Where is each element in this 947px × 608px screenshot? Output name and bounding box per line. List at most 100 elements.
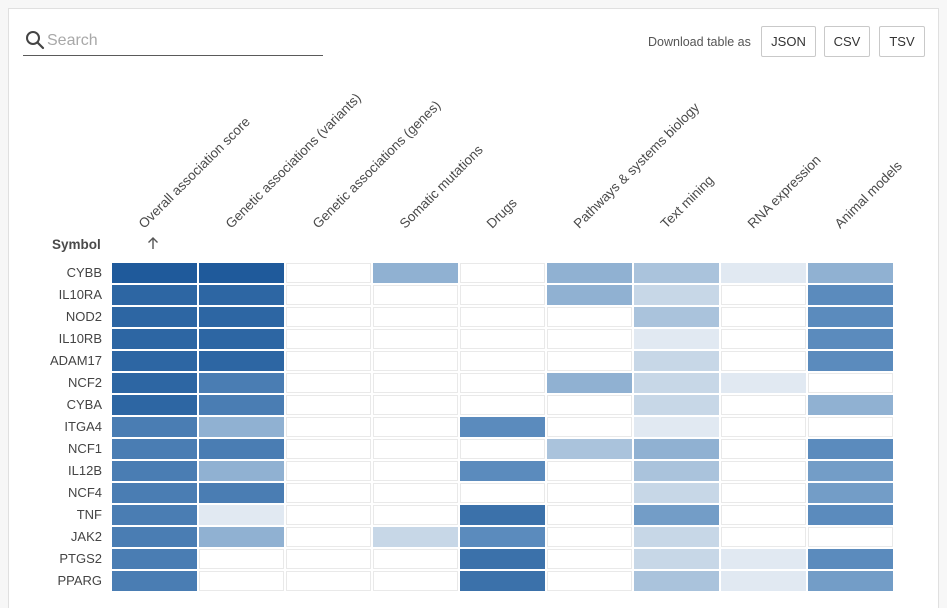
heatmap-cell-drugs[interactable] [460,483,545,503]
heatmap-cell-genetic-variants[interactable] [199,417,284,437]
arrow-up-icon[interactable] [146,236,160,250]
heatmap-cell-rna-expression[interactable] [721,373,806,393]
heatmap-cell-pathways[interactable] [547,395,632,415]
heatmap-cell-genetic-variants[interactable] [199,263,284,283]
heatmap-cell-genetic-variants[interactable] [199,329,284,349]
heatmap-cell-genetic-genes[interactable] [286,263,371,283]
heatmap-cell-rna-expression[interactable] [721,417,806,437]
heatmap-cell-rna-expression[interactable] [721,285,806,305]
heatmap-cell-drugs[interactable] [460,307,545,327]
heatmap-cell-drugs[interactable] [460,395,545,415]
heatmap-cell-pathways[interactable] [547,417,632,437]
heatmap-cell-overall-score[interactable] [112,483,197,503]
heatmap-cell-animal-models[interactable] [808,351,893,371]
heatmap-cell-genetic-variants[interactable] [199,307,284,327]
search-input[interactable] [47,29,317,53]
heatmap-cell-overall-score[interactable] [112,373,197,393]
heatmap-cell-pathways[interactable] [547,483,632,503]
heatmap-cell-rna-expression[interactable] [721,571,806,591]
heatmap-cell-somatic-mutations[interactable] [373,285,458,305]
heatmap-cell-genetic-genes[interactable] [286,439,371,459]
heatmap-cell-genetic-genes[interactable] [286,395,371,415]
heatmap-cell-somatic-mutations[interactable] [373,527,458,547]
row-symbol-label[interactable]: TNF [76,507,102,522]
heatmap-cell-genetic-genes[interactable] [286,461,371,481]
heatmap-cell-overall-score[interactable] [112,527,197,547]
heatmap-cell-pathways[interactable] [547,329,632,349]
heatmap-cell-genetic-variants[interactable] [199,571,284,591]
heatmap-cell-overall-score[interactable] [112,285,197,305]
heatmap-cell-genetic-variants[interactable] [199,461,284,481]
heatmap-cell-drugs[interactable] [460,549,545,569]
heatmap-cell-genetic-genes[interactable] [286,527,371,547]
heatmap-cell-genetic-variants[interactable] [199,351,284,371]
heatmap-cell-text-mining[interactable] [634,351,719,371]
heatmap-cell-somatic-mutations[interactable] [373,505,458,525]
heatmap-cell-overall-score[interactable] [112,329,197,349]
heatmap-cell-genetic-genes[interactable] [286,285,371,305]
heatmap-cell-pathways[interactable] [547,439,632,459]
row-symbol-label[interactable]: PPARG [57,573,102,588]
heatmap-cell-text-mining[interactable] [634,461,719,481]
heatmap-cell-rna-expression[interactable] [721,549,806,569]
heatmap-cell-genetic-genes[interactable] [286,373,371,393]
heatmap-cell-pathways[interactable] [547,285,632,305]
row-symbol-label[interactable]: IL10RA [58,287,102,302]
heatmap-cell-genetic-genes[interactable] [286,483,371,503]
download-json-button[interactable]: JSON [761,26,816,57]
heatmap-cell-genetic-genes[interactable] [286,307,371,327]
row-symbol-label[interactable]: CYBA [66,397,102,412]
heatmap-cell-overall-score[interactable] [112,439,197,459]
heatmap-cell-text-mining[interactable] [634,571,719,591]
heatmap-cell-overall-score[interactable] [112,549,197,569]
heatmap-cell-genetic-variants[interactable] [199,527,284,547]
heatmap-cell-somatic-mutations[interactable] [373,373,458,393]
heatmap-cell-drugs[interactable] [460,351,545,371]
heatmap-cell-text-mining[interactable] [634,527,719,547]
heatmap-cell-pathways[interactable] [547,461,632,481]
row-symbol-label[interactable]: JAK2 [70,529,102,544]
heatmap-cell-text-mining[interactable] [634,373,719,393]
heatmap-cell-text-mining[interactable] [634,329,719,349]
heatmap-cell-somatic-mutations[interactable] [373,549,458,569]
row-symbol-label[interactable]: NCF1 [68,441,102,456]
heatmap-cell-genetic-variants[interactable] [199,395,284,415]
heatmap-cell-text-mining[interactable] [634,395,719,415]
heatmap-cell-drugs[interactable] [460,417,545,437]
heatmap-cell-overall-score[interactable] [112,505,197,525]
heatmap-cell-drugs[interactable] [460,439,545,459]
heatmap-cell-text-mining[interactable] [634,549,719,569]
heatmap-cell-rna-expression[interactable] [721,263,806,283]
download-csv-button[interactable]: CSV [824,26,870,57]
heatmap-cell-genetic-genes[interactable] [286,505,371,525]
heatmap-cell-somatic-mutations[interactable] [373,307,458,327]
heatmap-cell-drugs[interactable] [460,329,545,349]
heatmap-cell-somatic-mutations[interactable] [373,571,458,591]
heatmap-cell-somatic-mutations[interactable] [373,417,458,437]
heatmap-cell-drugs[interactable] [460,571,545,591]
heatmap-cell-genetic-genes[interactable] [286,549,371,569]
heatmap-cell-drugs[interactable] [460,505,545,525]
heatmap-cell-animal-models[interactable] [808,505,893,525]
row-symbol-label[interactable]: CYBB [66,265,102,280]
heatmap-cell-somatic-mutations[interactable] [373,263,458,283]
heatmap-cell-genetic-variants[interactable] [199,483,284,503]
heatmap-cell-rna-expression[interactable] [721,439,806,459]
heatmap-cell-animal-models[interactable] [808,285,893,305]
heatmap-cell-somatic-mutations[interactable] [373,329,458,349]
heatmap-cell-genetic-genes[interactable] [286,329,371,349]
heatmap-cell-rna-expression[interactable] [721,527,806,547]
heatmap-cell-pathways[interactable] [547,505,632,525]
heatmap-cell-rna-expression[interactable] [721,329,806,349]
heatmap-cell-animal-models[interactable] [808,263,893,283]
heatmap-cell-genetic-variants[interactable] [199,439,284,459]
heatmap-cell-genetic-variants[interactable] [199,373,284,393]
row-symbol-label[interactable]: NCF2 [68,375,102,390]
row-symbol-label[interactable]: IL12B [68,463,102,478]
heatmap-cell-text-mining[interactable] [634,307,719,327]
heatmap-cell-pathways[interactable] [547,527,632,547]
heatmap-cell-genetic-variants[interactable] [199,549,284,569]
heatmap-cell-overall-score[interactable] [112,263,197,283]
heatmap-cell-animal-models[interactable] [808,329,893,349]
heatmap-cell-somatic-mutations[interactable] [373,439,458,459]
